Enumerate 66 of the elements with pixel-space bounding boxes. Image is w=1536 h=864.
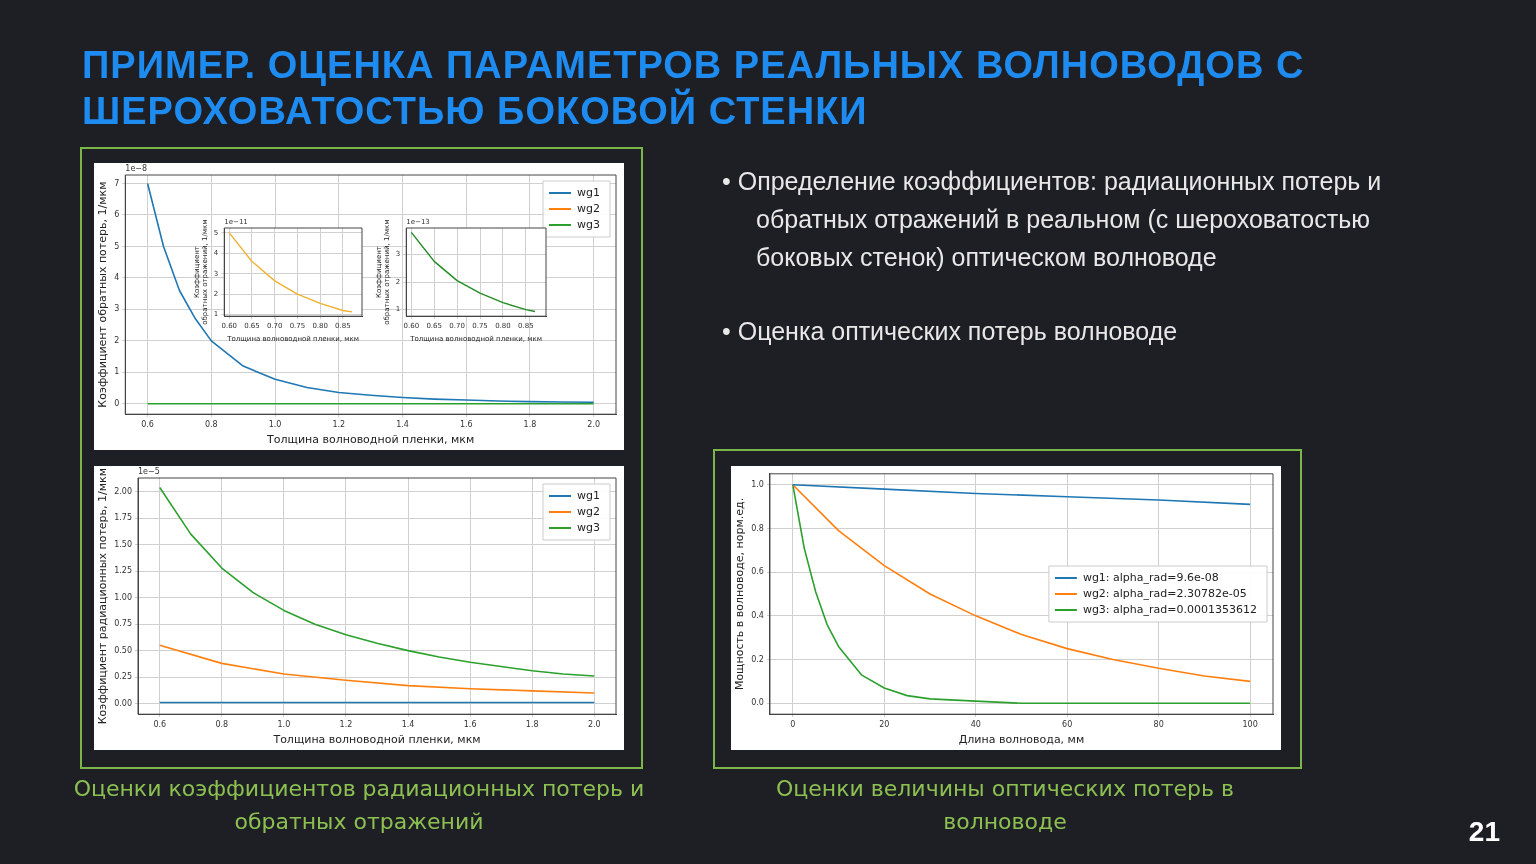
x-tick-label: 60: [1062, 720, 1073, 730]
y-tick-label: 1: [114, 367, 120, 377]
y-tick-label: 5: [114, 241, 120, 251]
x-tick-label: 2.0: [587, 420, 601, 430]
y-tick-label: 2: [114, 335, 120, 345]
y-tick-label: 0.8: [751, 523, 764, 533]
legend-label: wg3: [577, 520, 601, 534]
y-tick-label: 0.2: [751, 654, 764, 664]
text: 1e−5: [138, 467, 160, 477]
text: • Определение коэффициентов: радиационных потерь и обратных отражений в реальном (с шероховатостью боковых стенок) оптическом волноводе: [722, 166, 1383, 273]
x-tick-label: 80: [1153, 720, 1164, 730]
y-tick-label: 0.6: [751, 567, 764, 577]
x-axis-title: Толщина волноводной пленки, мкм: [272, 733, 481, 747]
y-tick-label: 0.0: [751, 698, 764, 708]
x-tick-label: 40: [970, 720, 981, 730]
y-tick-label: 3: [114, 304, 120, 314]
y-tick-label: 0.4: [751, 610, 764, 620]
y-tick-label: 1.25: [114, 566, 133, 576]
text: • Оценка оптических потерь волноводе: [722, 316, 1179, 347]
y-axis-title: Мощность в волноводе, норм.ед.: [733, 497, 747, 691]
x-tick-label: 0.6: [141, 420, 154, 430]
y-tick-label: 4: [114, 273, 120, 282]
y-tick-label: 1.00: [114, 592, 133, 602]
x-tick-label: 1.2: [332, 420, 346, 430]
y-tick-label: 0.75: [114, 619, 133, 629]
text: ПРИМЕР. ОЦЕНКА ПАРАМЕТРОВ РЕАЛЬНЫХ ВОЛНОВОДОВ С ШЕРОХОВАТОСТЬЮ БОКОВОЙ СТЕНКИ: [82, 43, 1306, 134]
text: Оценки величины оптических потерь в волноводе: [775, 775, 1235, 836]
legend-label: wg2: [577, 201, 601, 215]
text: Оценки коэффициентов радиационных потерь и обратных отражений: [72, 775, 646, 836]
legend-label: wg1: alpha_rad=9.6e-08: [1082, 570, 1219, 584]
x-tick-label: 1.0: [268, 420, 282, 430]
x-tick-label: 1.8: [525, 720, 539, 730]
y-axis-title: Коэффициент обратных потерь, 1/мкм: [96, 181, 110, 408]
y-axis-title: Коэффициент радиационных потерь, 1/мкм: [96, 468, 110, 725]
y-tick-label: 1.50: [114, 539, 133, 549]
y-tick-label: 0.25: [114, 672, 133, 682]
legend-label: wg2: [577, 504, 601, 518]
y-tick-label: 1.75: [114, 513, 133, 523]
legend-label: wg2: alpha_rad=2.30782e-05: [1082, 586, 1247, 600]
x-tick-label: 0: [790, 720, 796, 730]
x-tick-label: 100: [1242, 720, 1258, 730]
y-tick-label: 0: [114, 398, 120, 408]
x-tick-label: 1.6: [459, 420, 473, 430]
y-tick-label: 0.50: [114, 645, 133, 655]
legend-label: wg1: [577, 488, 601, 502]
x-axis-title: Толщина волноводной пленки, мкм: [266, 433, 475, 447]
x-tick-label: 20: [879, 720, 890, 730]
x-tick-label: 1.0: [277, 720, 291, 730]
x-tick-label: 2.0: [587, 720, 601, 730]
x-tick-label: 0.6: [153, 720, 167, 730]
legend-label: wg3: alpha_rad=0.0001353612: [1082, 602, 1258, 616]
y-tick-label: 0.00: [114, 698, 133, 708]
x-tick-label: 1.8: [523, 420, 537, 430]
x-tick-label: 1.6: [463, 720, 477, 730]
text: 21: [1468, 816, 1500, 848]
legend-label: wg1: [577, 185, 601, 199]
y-tick-label: 6: [114, 210, 120, 220]
y-tick-label: 2.00: [114, 486, 133, 496]
y-tick-label: 7: [114, 178, 120, 188]
legend-label: wg3: [577, 217, 601, 231]
text: 1e−8: [125, 164, 148, 174]
x-tick-label: 1.4: [401, 720, 415, 730]
x-tick-label: 1.4: [396, 420, 409, 430]
y-tick-label: 1.0: [751, 479, 764, 489]
x-axis-title: Длина волновода, мм: [958, 733, 1085, 747]
x-tick-label: 1.2: [339, 720, 353, 730]
